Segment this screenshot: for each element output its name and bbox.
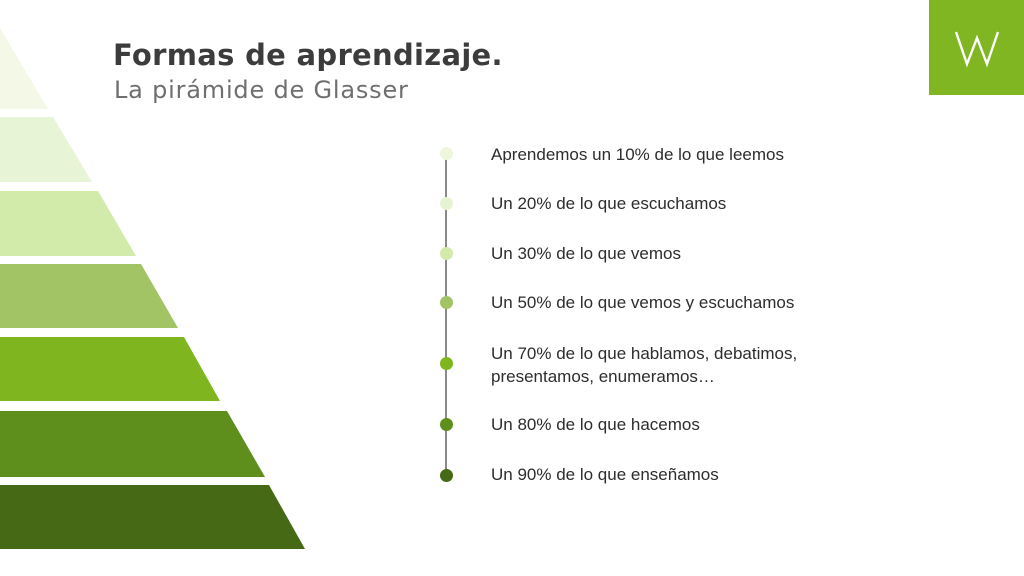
item-text-4: Un 50% de lo que vemos y escuchamos (491, 293, 795, 312)
item-text-7: Un 90% de lo que enseñamos (491, 465, 719, 484)
pyramid-diagram (0, 28, 305, 549)
timeline-dot-7 (440, 469, 453, 482)
pyramid-level-3 (0, 191, 136, 256)
timeline-dot-5 (440, 357, 453, 370)
pyramid-level-4 (0, 264, 178, 328)
pyramid-level-2 (0, 117, 92, 182)
pyramid-level-7 (0, 485, 305, 549)
logo: W (929, 0, 1024, 95)
timeline-dot-2 (440, 197, 453, 210)
item-text-2: Un 20% de lo que escuchamos (491, 194, 727, 213)
item-text-6: Un 80% de lo que hacemos (491, 415, 700, 434)
timeline-line (445, 154, 447, 476)
timeline-dot-6 (440, 418, 453, 431)
item-text-1: Aprendemos un 10% de lo que leemos (491, 145, 784, 164)
page-title: Formas de aprendizaje. (113, 38, 503, 72)
pyramid-level-1 (0, 28, 48, 109)
item-text-5: Un 70% de lo que hablamos, debatimos, pr… (491, 344, 798, 386)
w-logo-icon: W (954, 31, 999, 68)
pyramid-level-6 (0, 411, 265, 477)
timeline-dot-3 (440, 247, 453, 260)
item-text-3: Un 30% de lo que vemos (491, 244, 681, 263)
timeline-dot-1 (440, 147, 453, 160)
timeline-dot-4 (440, 296, 453, 309)
pyramid-level-5 (0, 337, 220, 401)
page-subtitle: La pirámide de Glasser (114, 76, 409, 104)
